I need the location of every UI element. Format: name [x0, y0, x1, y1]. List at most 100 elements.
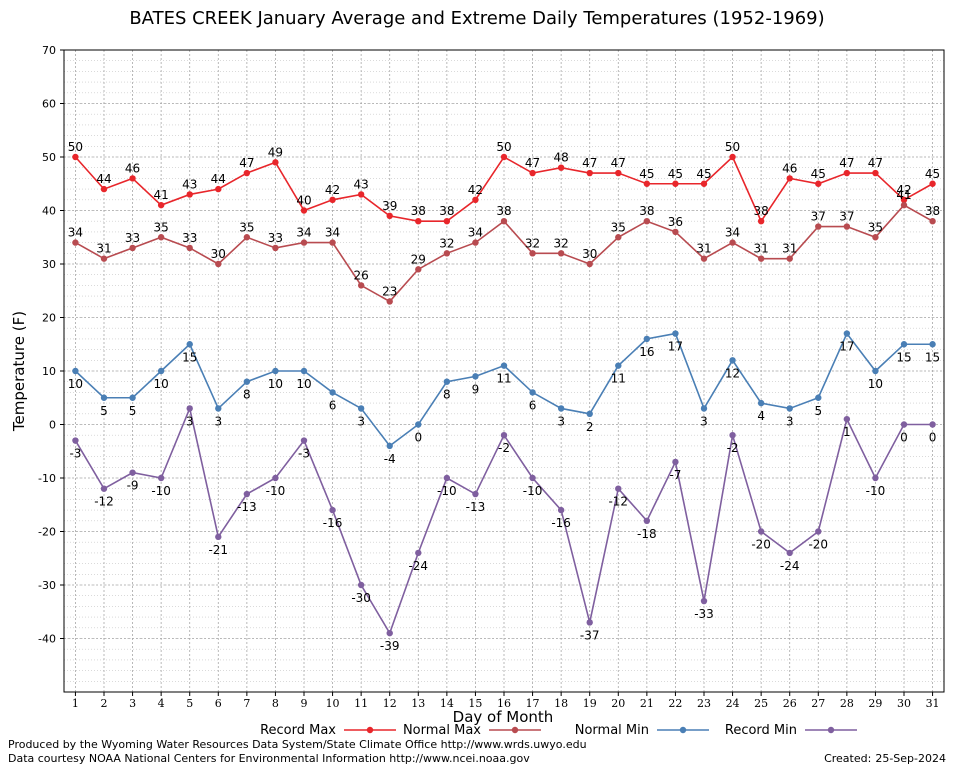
data-point: [500, 432, 508, 439]
y-tick-label: -10: [38, 472, 56, 485]
data-label: 30: [582, 247, 597, 261]
x-tick-label: 16: [497, 697, 511, 710]
data-point: [215, 260, 222, 268]
data-label: -24: [780, 559, 800, 573]
legend-label: Record Max: [260, 723, 336, 738]
data-point: [643, 517, 651, 524]
data-label: -16: [551, 516, 571, 530]
data-label: 38: [754, 204, 769, 218]
y-tick-label: -40: [38, 633, 56, 646]
data-point: [843, 415, 851, 423]
data-point: [815, 180, 822, 187]
data-point: [643, 335, 651, 343]
data-point: [900, 421, 908, 428]
x-tick-label: 30: [897, 697, 911, 710]
data-point: [329, 239, 336, 246]
data-point: [615, 362, 622, 369]
data-label: -24: [408, 559, 428, 573]
data-point: [186, 341, 193, 348]
data-point: [929, 218, 936, 225]
x-tick-label: 21: [640, 697, 654, 710]
data-point: [443, 250, 451, 257]
data-point: [672, 330, 679, 337]
x-tick-label: 13: [411, 697, 425, 710]
data-point: [700, 405, 708, 412]
data-label: 10: [296, 377, 311, 391]
data-label: 12: [725, 366, 740, 380]
data-label: 5: [100, 404, 108, 418]
data-point: [386, 212, 393, 220]
data-label: 38: [496, 204, 511, 218]
data-label: -37: [580, 628, 600, 642]
data-label: 34: [296, 226, 311, 240]
data-label: -18: [637, 527, 657, 541]
data-point: [529, 169, 536, 177]
data-point: [443, 378, 451, 385]
data-point: [843, 169, 851, 177]
data-label: 35: [239, 220, 254, 234]
data-point: [929, 180, 936, 187]
data-label: 32: [525, 236, 540, 250]
data-label: 15: [182, 350, 197, 364]
data-label: -2: [498, 441, 510, 455]
data-point: [615, 234, 622, 241]
data-point: [129, 244, 136, 252]
data-point: [472, 196, 479, 203]
data-label: 0: [900, 431, 908, 445]
data-label: 41: [154, 188, 169, 202]
data-point: [700, 597, 708, 605]
data-label: 3: [700, 414, 708, 428]
data-label: 45: [925, 167, 940, 181]
data-point: [72, 239, 79, 246]
x-tick-label: 23: [697, 697, 711, 710]
data-point: [815, 223, 822, 230]
data-label: 6: [529, 398, 537, 412]
data-point: [586, 169, 593, 177]
data-point: [900, 201, 908, 209]
data-label: -12: [608, 495, 628, 509]
legend-label: Normal Max: [403, 723, 481, 738]
data-point: [900, 341, 908, 348]
data-point: [357, 405, 365, 412]
y-tick-label: 50: [42, 151, 56, 164]
data-point: [900, 196, 908, 203]
data-point: [786, 175, 793, 182]
x-tick-label: 6: [215, 697, 222, 710]
data-point: [243, 169, 251, 177]
data-label: 34: [68, 226, 83, 240]
data-label: 49: [268, 145, 283, 159]
data-label: 42: [325, 183, 340, 197]
data-point: [757, 528, 765, 535]
x-tick-label: 5: [186, 697, 193, 710]
data-label: 43: [182, 177, 197, 191]
data-point: [729, 153, 736, 161]
data-point: [357, 191, 365, 198]
x-tick-label: 22: [668, 697, 682, 710]
data-point: [186, 191, 193, 198]
legend-swatch-point: [511, 726, 519, 734]
data-point: [843, 223, 851, 230]
data-point: [272, 367, 279, 375]
y-tick-label: 0: [49, 419, 56, 432]
data-point: [500, 153, 508, 161]
data-label: -10: [437, 484, 457, 498]
data-label: 3: [786, 414, 794, 428]
data-point: [872, 367, 879, 375]
y-tick-label: 20: [42, 312, 56, 325]
data-point: [500, 218, 508, 225]
legend-label: Normal Min: [575, 723, 649, 738]
x-tick-label: 19: [583, 697, 597, 710]
data-label: 8: [243, 388, 251, 402]
data-label: 9: [472, 382, 480, 396]
data-label: 37: [811, 210, 826, 224]
data-label: -33: [694, 607, 714, 621]
data-label: 50: [68, 140, 83, 154]
data-label: 31: [754, 242, 769, 256]
y-tick-label: -20: [38, 526, 56, 539]
data-label: 3: [557, 414, 565, 428]
chart-title: BATES CREEK January Average and Extreme …: [129, 8, 825, 29]
data-point: [729, 432, 736, 439]
data-label: 5: [814, 404, 822, 418]
